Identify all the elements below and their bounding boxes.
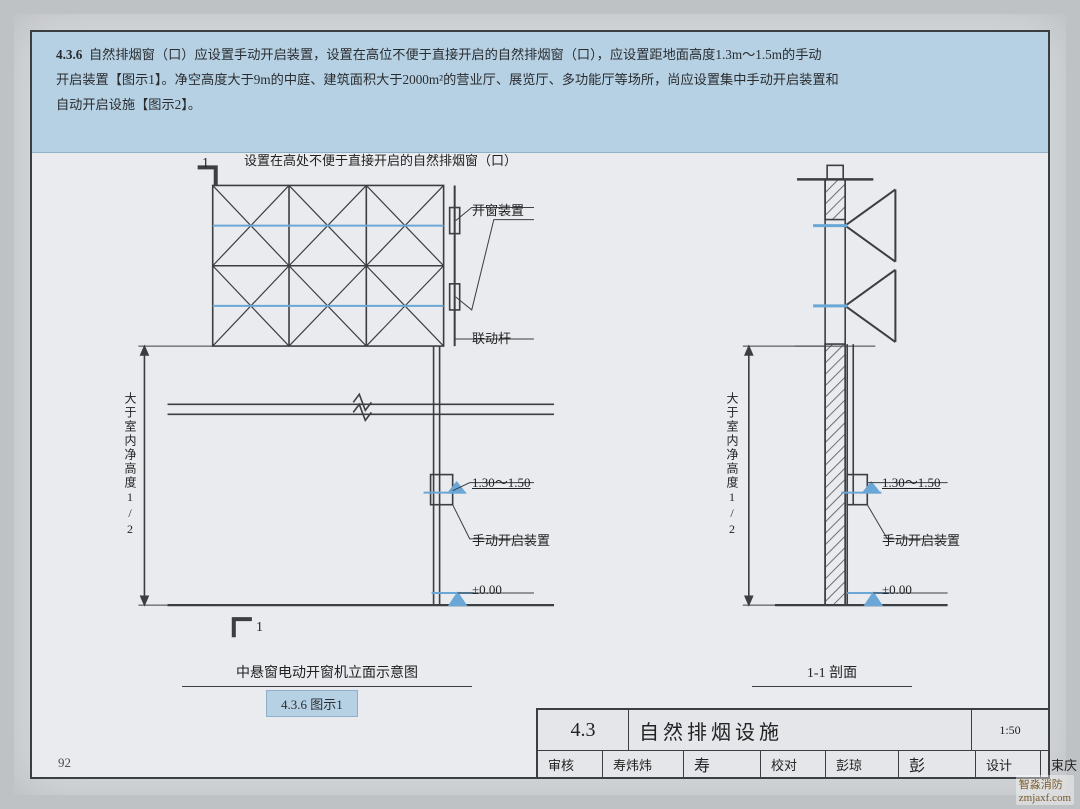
datum-1: ±0.00 (472, 582, 502, 598)
dim-text-1: 大于室内净高度1/2 (122, 392, 139, 538)
scale: 1:50 (972, 710, 1048, 750)
watermark-a: 智淼消防 (1019, 779, 1063, 791)
manual-open-2: 手动开启装置 (882, 530, 960, 549)
manual-open-1: 手动开启装置 (472, 530, 550, 549)
section-mark-top: 1 (202, 156, 209, 172)
name-design: 束庆 (1041, 751, 1080, 777)
role-design: 设计 (976, 751, 1041, 777)
watermark-b: zmjaxf.com (1019, 792, 1071, 804)
section-mark-bot: 1 (256, 620, 263, 636)
caption-section: 1-1 剖面 (752, 662, 912, 687)
name-check: 寿炜炜 (603, 751, 684, 777)
section-num: 4.3 (538, 710, 629, 750)
figure-tag: 4.3.6 图示1 (266, 690, 358, 717)
role-check: 审核 (538, 751, 603, 777)
scanned-page: 4.3.6 自然排烟窗（口）应设置手动开启装置，设置在高位不便于直接开启的自然排… (14, 14, 1066, 795)
caption-main: 中悬窗电动开窗机立面示意图 (182, 662, 472, 687)
opener-label: 开窗装置 (472, 200, 524, 219)
clause-num: 4.3.6 (56, 47, 82, 62)
datum-2: ±0.00 (882, 582, 912, 598)
top-note: 设置在高处不便于直接开启的自然排烟窗（口） (244, 150, 517, 169)
watermark: 智淼消防 zmjaxf.com (1016, 775, 1074, 805)
clause-line-2: 开启装置【图示1】。净空高度大于9m的中庭、建筑面积大于2000m²的营业厅、展… (56, 72, 839, 87)
drawing-area: 设置在高处不便于直接开启的自然排烟窗（口） 开窗装置 联动杆 1.30～1.50… (32, 132, 1048, 777)
section-name: 自然排烟设施 (629, 710, 972, 750)
height-range-2: 1.30～1.50 (882, 472, 941, 491)
sig-proof: 彭 (899, 751, 976, 777)
sig-check: 寿 (684, 751, 761, 777)
title-block: 4.3 自然排烟设施 1:50 审核 寿炜炜 寿 校对 彭琼 彭 设计 束庆 束 (536, 708, 1048, 777)
link-rod-label: 联动杆 (472, 328, 511, 347)
height-range-1: 1.30～1.50 (472, 472, 531, 491)
page-number: 92 (58, 755, 71, 771)
clause-line-1: 自然排烟窗（口）应设置手动开启装置，设置在高位不便于直接开启的自然排烟窗（口），… (89, 47, 822, 62)
dim-text-2: 大于室内净高度1/2 (724, 392, 741, 538)
role-proof: 校对 (761, 751, 826, 777)
name-proof: 彭琼 (826, 751, 899, 777)
drawing-frame: 4.3.6 自然排烟窗（口）应设置手动开启装置，设置在高位不便于直接开启的自然排… (30, 30, 1050, 779)
clause-line-3: 自动开启设施【图示2】。 (56, 97, 201, 112)
